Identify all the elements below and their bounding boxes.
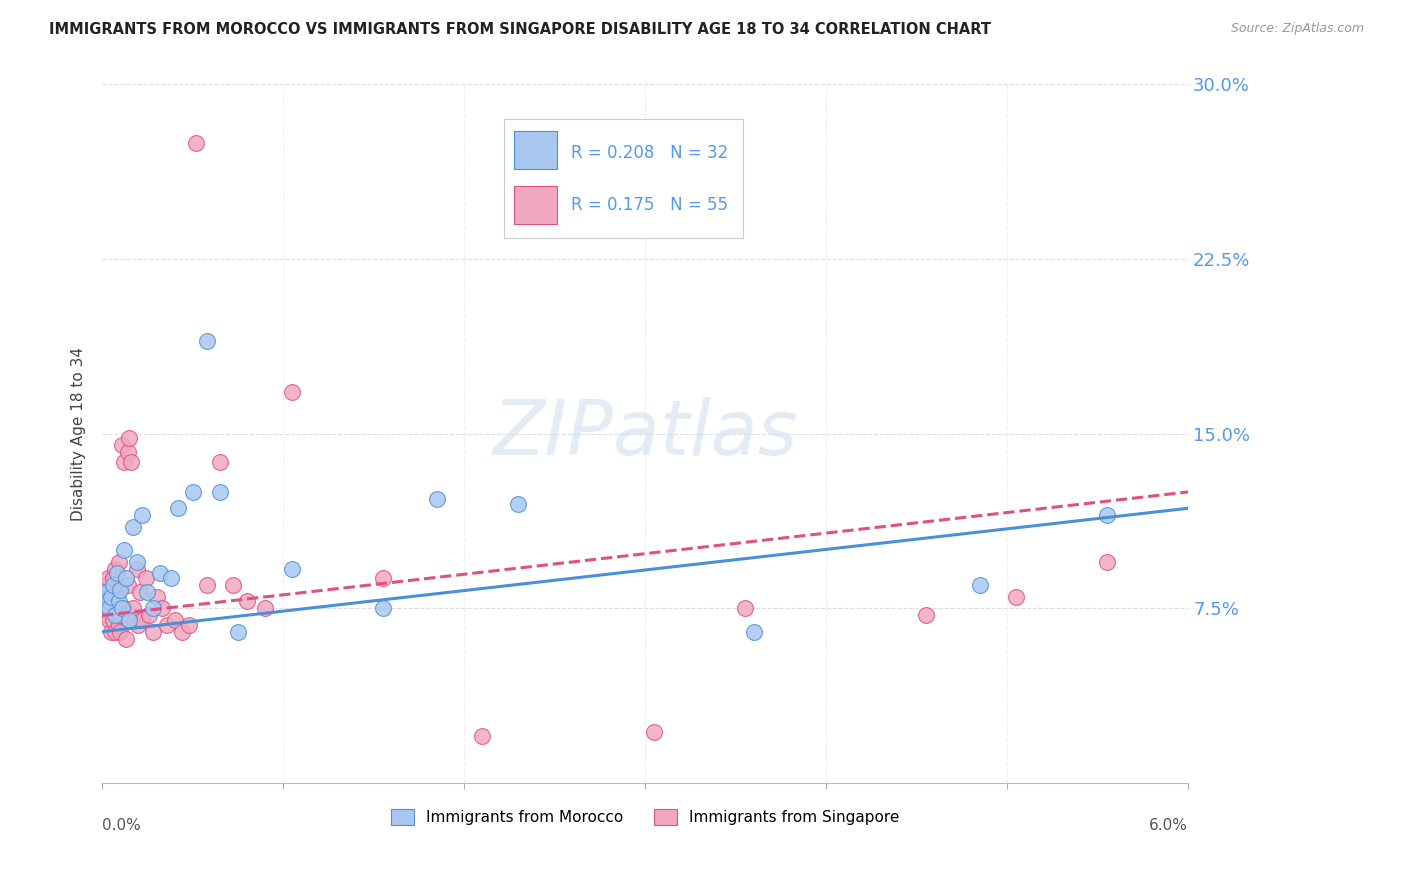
Point (742, 624, 765, 639)
Point (101, 613, 124, 627)
Point (125, 555, 148, 569)
Point (107, 617, 129, 632)
Point (122, 601, 145, 615)
Point (127, 617, 149, 632)
Point (281, 384, 304, 399)
Point (97, 571, 120, 585)
Point (114, 571, 136, 585)
Legend: Immigrants from Morocco, Immigrants from Singapore: Immigrants from Morocco, Immigrants from… (385, 803, 905, 831)
Point (131, 508, 153, 523)
Text: 0.0%: 0.0% (103, 818, 141, 833)
Point (163, 613, 186, 627)
Point (105, 566, 128, 581)
Point (110, 624, 132, 639)
Point (114, 632, 136, 646)
Point (371, 571, 394, 585)
Point (105, 601, 128, 615)
Point (160, 571, 183, 585)
Point (221, 578, 243, 592)
Point (94, 608, 117, 623)
Point (177, 617, 200, 632)
Text: 6.0%: 6.0% (1149, 818, 1188, 833)
Point (125, 562, 148, 576)
Point (124, 613, 146, 627)
Point (1095, 555, 1118, 569)
Point (508, 497, 530, 511)
Point (195, 334, 218, 348)
Point (149, 566, 172, 581)
Point (1005, 590, 1028, 604)
Point (118, 613, 141, 627)
Point (94, 585, 117, 599)
Point (136, 585, 159, 599)
Point (93, 594, 115, 608)
Point (643, 724, 665, 739)
Point (142, 624, 165, 639)
Y-axis label: Disability Age 18 to 34: Disability Age 18 to 34 (72, 347, 86, 521)
Point (110, 582, 132, 597)
Point (135, 571, 157, 585)
Point (969, 578, 991, 592)
Point (111, 601, 134, 615)
Point (101, 571, 124, 585)
Point (104, 608, 127, 623)
Point (98, 613, 121, 627)
Point (107, 594, 129, 608)
Point (226, 624, 249, 639)
Point (120, 455, 142, 469)
Point (107, 555, 129, 569)
Point (142, 601, 165, 615)
Point (208, 455, 231, 469)
Point (186, 136, 208, 150)
Point (167, 501, 190, 516)
Text: Source: ZipAtlas.com: Source: ZipAtlas.com (1230, 22, 1364, 36)
Point (94, 578, 117, 592)
Point (112, 455, 135, 469)
Point (236, 594, 259, 608)
Point (138, 608, 160, 623)
Point (181, 485, 204, 500)
Point (101, 578, 124, 592)
Point (734, 601, 756, 615)
Point (129, 585, 152, 599)
Point (112, 601, 135, 615)
Point (117, 445, 139, 459)
Point (170, 624, 193, 639)
Point (97, 601, 120, 615)
Point (97, 594, 120, 608)
Point (1095, 508, 1118, 523)
Point (112, 543, 135, 558)
Point (131, 613, 153, 627)
Point (426, 491, 449, 506)
Point (208, 485, 231, 500)
Point (371, 601, 394, 615)
Point (122, 520, 145, 534)
Point (195, 578, 218, 592)
Point (104, 562, 127, 576)
Point (98, 601, 121, 615)
Point (914, 608, 936, 623)
Point (254, 601, 277, 615)
Point (100, 624, 122, 639)
Point (100, 585, 122, 599)
Point (145, 590, 167, 604)
Point (105, 590, 128, 604)
Point (281, 562, 304, 576)
Text: IMMIGRANTS FROM MOROCCO VS IMMIGRANTS FROM SINGAPORE DISABILITY AGE 18 TO 34 COR: IMMIGRANTS FROM MOROCCO VS IMMIGRANTS FR… (49, 22, 991, 37)
Point (104, 624, 127, 639)
Point (471, 730, 494, 744)
Point (111, 438, 134, 452)
Text: ZIPatlas: ZIPatlas (492, 397, 797, 471)
Point (118, 431, 141, 445)
Point (110, 608, 132, 623)
Point (150, 601, 173, 615)
Point (117, 578, 139, 592)
Point (156, 617, 179, 632)
Point (100, 590, 122, 604)
